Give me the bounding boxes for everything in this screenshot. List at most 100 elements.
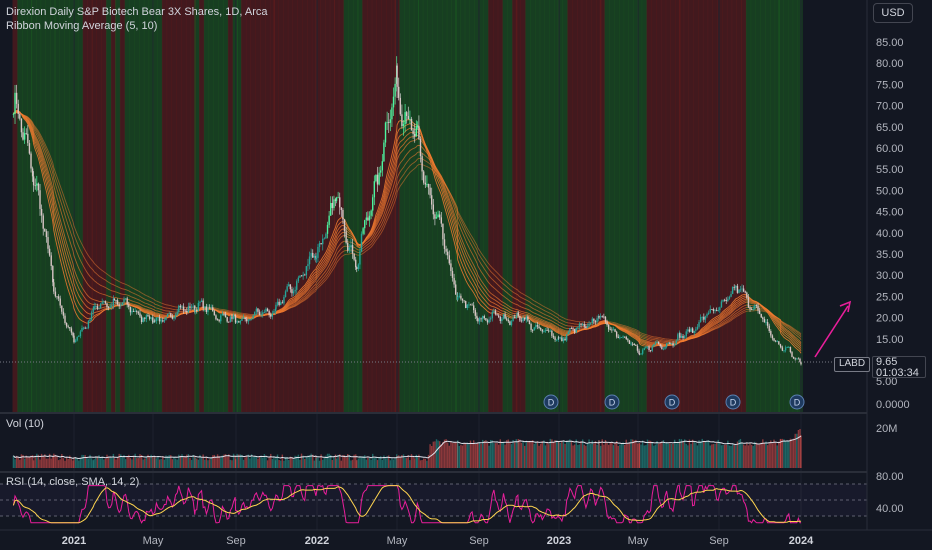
volume-bar <box>746 442 748 468</box>
volume-bar <box>577 444 579 468</box>
candle-body <box>792 356 795 359</box>
trend-band <box>338 0 345 412</box>
volume-bar <box>92 460 94 468</box>
trend-band <box>91 0 97 412</box>
volume-bar <box>168 455 170 468</box>
candle-body <box>380 170 382 173</box>
symbol-title[interactable]: Direxion Daily S&P Biotech Bear 3X Share… <box>6 6 268 18</box>
trend-band <box>236 0 242 412</box>
arrow-shaft <box>814 305 849 358</box>
volume-bar <box>158 459 161 468</box>
volume-bar <box>187 454 190 468</box>
candle-body <box>137 312 140 314</box>
currency-button[interactable]: USD <box>873 3 913 23</box>
time-tick-label: 2022 <box>305 535 329 547</box>
volume-bar <box>129 458 132 468</box>
candle-body <box>555 339 558 341</box>
candle-body <box>601 316 603 318</box>
volume-bar <box>711 444 713 468</box>
volume-bar <box>414 458 416 468</box>
volume-bar <box>308 455 311 468</box>
trend-band <box>82 0 88 412</box>
future-area <box>810 0 867 412</box>
trend-band <box>675 0 681 412</box>
candle-body <box>284 291 287 297</box>
trend-band <box>459 0 466 412</box>
candle-body <box>443 239 446 249</box>
volume-bar <box>738 440 740 468</box>
trend-band <box>464 0 470 412</box>
candle-body <box>153 320 156 323</box>
candle-body <box>234 315 237 323</box>
volume-bar <box>512 439 514 468</box>
candle-body <box>622 336 624 338</box>
volume-bar <box>480 443 482 468</box>
volume-bar <box>606 442 608 468</box>
volume-bar <box>47 458 49 468</box>
candle-body <box>580 323 582 325</box>
trend-band <box>678 0 685 412</box>
dividend-marker[interactable] <box>789 394 805 410</box>
volume-bar <box>730 445 732 468</box>
candle-body <box>12 113 15 115</box>
candle-body <box>302 274 304 277</box>
trend-band <box>353 0 359 412</box>
candle-body <box>101 301 103 304</box>
rsi-label[interactable]: RSI (14, close, SMA, 14, 2) <box>6 476 140 488</box>
volume-bar <box>552 442 555 468</box>
candle-body <box>659 344 661 347</box>
trend-band <box>520 0 526 412</box>
candle-body <box>353 253 355 260</box>
trend-band <box>139 0 145 412</box>
candle-body <box>337 197 339 199</box>
trend-band <box>302 0 308 412</box>
volume-bar <box>423 458 425 468</box>
candle-body <box>81 328 83 332</box>
candle-body <box>291 289 293 294</box>
dividend-marker[interactable] <box>543 394 559 410</box>
dividend-marker[interactable] <box>725 394 741 410</box>
indicator-title[interactable]: Ribbon Moving Average (5, 10) <box>6 20 158 32</box>
candle-body <box>565 334 568 341</box>
candle-body <box>504 314 506 319</box>
candle-body <box>698 322 700 327</box>
volume-bar <box>305 456 308 468</box>
volume-bar <box>575 439 577 468</box>
volume-bar <box>173 456 175 468</box>
price-axis[interactable] <box>867 0 932 530</box>
time-axis[interactable] <box>0 530 932 550</box>
candle-body <box>210 307 212 309</box>
candle-body <box>27 133 29 144</box>
candle-body <box>238 321 240 323</box>
candle-body <box>603 316 605 318</box>
price-tick-label: 65.00 <box>876 122 904 134</box>
candle-body <box>763 319 766 323</box>
candle-body <box>39 190 41 209</box>
volume-bar <box>620 443 623 468</box>
volume-bar <box>561 440 563 468</box>
candle-body <box>189 306 191 308</box>
candle-body <box>375 174 377 182</box>
candle-body <box>308 256 311 265</box>
volume-bar <box>541 441 543 468</box>
trend-band <box>185 0 192 412</box>
trend-band <box>750 0 756 412</box>
dividend-marker[interactable] <box>604 394 620 410</box>
candle-body <box>725 300 727 302</box>
trend-band <box>651 0 657 412</box>
volume-bar <box>789 438 792 468</box>
candle-body <box>250 318 253 320</box>
volume-bar <box>535 441 537 468</box>
volume-label[interactable]: Vol (10) <box>6 418 44 430</box>
candle-body <box>567 331 569 335</box>
volume-bar <box>679 442 681 468</box>
candle-body <box>196 310 198 312</box>
candle-body <box>126 298 128 305</box>
trend-band <box>554 0 560 412</box>
trend-band <box>741 0 747 412</box>
dividend-marker[interactable] <box>664 394 680 410</box>
candle-body <box>586 326 589 329</box>
volume-bar <box>101 456 103 468</box>
